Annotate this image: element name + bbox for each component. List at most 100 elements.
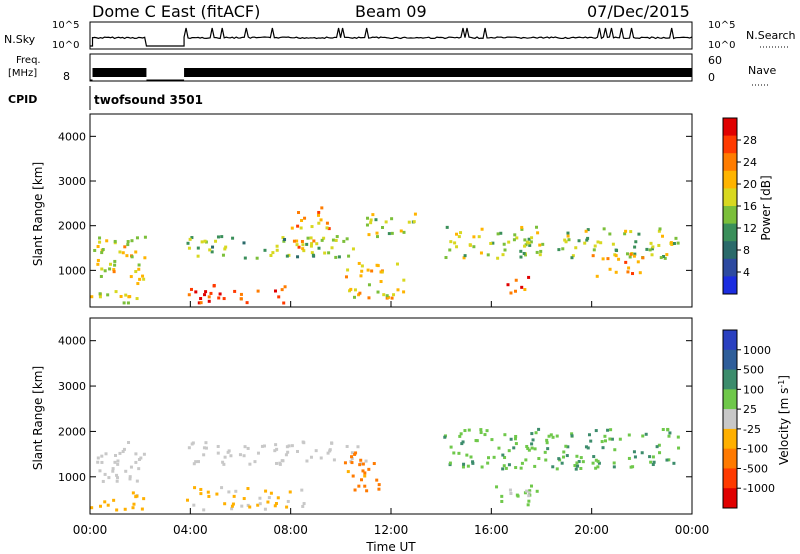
power-echo bbox=[296, 224, 300, 228]
velocity-echo bbox=[677, 446, 681, 450]
velocity-echo bbox=[276, 496, 280, 500]
power-echo bbox=[353, 288, 357, 292]
power-echo bbox=[223, 247, 227, 251]
power-echo bbox=[113, 259, 117, 263]
velocity-echo bbox=[350, 461, 354, 465]
velocity-echo bbox=[527, 499, 531, 503]
velocity-echo bbox=[535, 489, 539, 493]
velocity-echo bbox=[461, 440, 465, 444]
power-echo bbox=[281, 236, 285, 240]
power-echo bbox=[130, 239, 134, 243]
power-echo bbox=[280, 288, 284, 292]
power-echo bbox=[300, 239, 304, 243]
velocity-echo bbox=[485, 429, 489, 433]
power-echo bbox=[566, 231, 570, 235]
velocity-echo bbox=[579, 456, 583, 460]
power-echo bbox=[113, 239, 117, 243]
power-echo bbox=[119, 294, 123, 298]
velocity-echo bbox=[118, 451, 122, 455]
velocity-echo bbox=[613, 448, 617, 452]
velocity-echo bbox=[207, 494, 211, 498]
power-echo bbox=[349, 287, 353, 291]
velocity-echo bbox=[512, 446, 516, 450]
power-echo bbox=[108, 262, 112, 266]
nave-tick-low: 0 bbox=[708, 71, 715, 84]
power-echo bbox=[606, 257, 610, 261]
velocity-echo bbox=[100, 460, 104, 464]
velocity-echo bbox=[668, 431, 672, 435]
power-echo bbox=[375, 231, 379, 235]
time-axis-label: Time UT bbox=[365, 540, 416, 554]
velocity-echo bbox=[124, 469, 128, 473]
power-echo bbox=[519, 255, 523, 259]
velocity-colorbar-ticks: 1000 500 100 25 -25 -100 -500 -1000 bbox=[737, 344, 775, 495]
power-echo bbox=[641, 256, 645, 260]
power-echo bbox=[275, 244, 279, 248]
velocity-echo bbox=[666, 428, 670, 432]
velocity-echo bbox=[364, 459, 368, 463]
velocity-echo bbox=[474, 439, 478, 443]
power-echo bbox=[327, 251, 331, 255]
power-echo bbox=[396, 288, 400, 292]
velocity-echo bbox=[551, 435, 555, 439]
velocity-echo bbox=[610, 437, 614, 441]
power-echo bbox=[479, 251, 483, 255]
velocity-echo bbox=[314, 449, 318, 453]
power-echo bbox=[136, 282, 140, 286]
velocity-echo bbox=[560, 461, 564, 465]
power-echo bbox=[660, 234, 664, 238]
velocity-echo bbox=[101, 479, 105, 483]
velocity-colorbar-swatch bbox=[723, 409, 737, 430]
velocity-colorbar-tick-label: -25 bbox=[743, 423, 761, 436]
power-echo bbox=[346, 268, 350, 272]
power-echo bbox=[283, 285, 287, 289]
velocity-echo bbox=[527, 494, 531, 498]
time-tick-label: 12:00 bbox=[374, 523, 409, 537]
power-echo bbox=[379, 270, 383, 274]
power-echo bbox=[535, 225, 539, 229]
power-echo bbox=[135, 297, 139, 301]
power-echo bbox=[96, 262, 100, 266]
power-echo bbox=[527, 241, 531, 245]
velocity-echo bbox=[466, 464, 470, 468]
velocity-echo bbox=[452, 451, 456, 455]
velocity-echo bbox=[98, 504, 102, 508]
velocity-echo bbox=[192, 462, 196, 466]
velocity-echo bbox=[350, 456, 354, 460]
velocity-echo bbox=[596, 459, 600, 463]
velocity-echo bbox=[127, 441, 131, 445]
velocity-echo bbox=[343, 461, 347, 465]
power-ytick-label: 4000 bbox=[58, 130, 86, 143]
velocity-echo bbox=[104, 452, 108, 456]
velocity-colorbar-swatch bbox=[723, 468, 737, 489]
time-tick-label: 20:00 bbox=[574, 523, 609, 537]
velocity-ytick-label: 4000 bbox=[58, 335, 86, 348]
power-echo bbox=[512, 238, 516, 242]
velocity-echo bbox=[570, 434, 574, 438]
power-echo bbox=[290, 226, 294, 230]
power-echo bbox=[523, 244, 527, 248]
velocity-echo bbox=[562, 450, 566, 454]
power-echo bbox=[527, 237, 531, 241]
velocity-echo bbox=[223, 502, 227, 506]
power-echo bbox=[595, 274, 599, 278]
power-echo bbox=[567, 238, 571, 242]
velocity-echo bbox=[360, 478, 364, 482]
velocity-echo bbox=[609, 428, 613, 432]
power-colorbar-tick-label: 8 bbox=[743, 244, 750, 257]
velocity-echo bbox=[504, 466, 508, 470]
power-echo bbox=[390, 296, 394, 300]
velocity-colorbar-swatch bbox=[723, 389, 737, 410]
velocity-echo bbox=[326, 451, 330, 455]
power-echo bbox=[659, 256, 663, 260]
velocity-echo bbox=[651, 463, 655, 467]
velocity-echo bbox=[503, 456, 507, 460]
power-echo bbox=[374, 218, 378, 222]
power-echo bbox=[382, 293, 386, 297]
power-colorbar-tick-label: 4 bbox=[743, 266, 750, 279]
velocity-echo bbox=[116, 462, 120, 466]
power-colorbar-swatch bbox=[723, 276, 737, 295]
power-echo bbox=[203, 239, 207, 243]
velocity-echo bbox=[128, 475, 132, 479]
